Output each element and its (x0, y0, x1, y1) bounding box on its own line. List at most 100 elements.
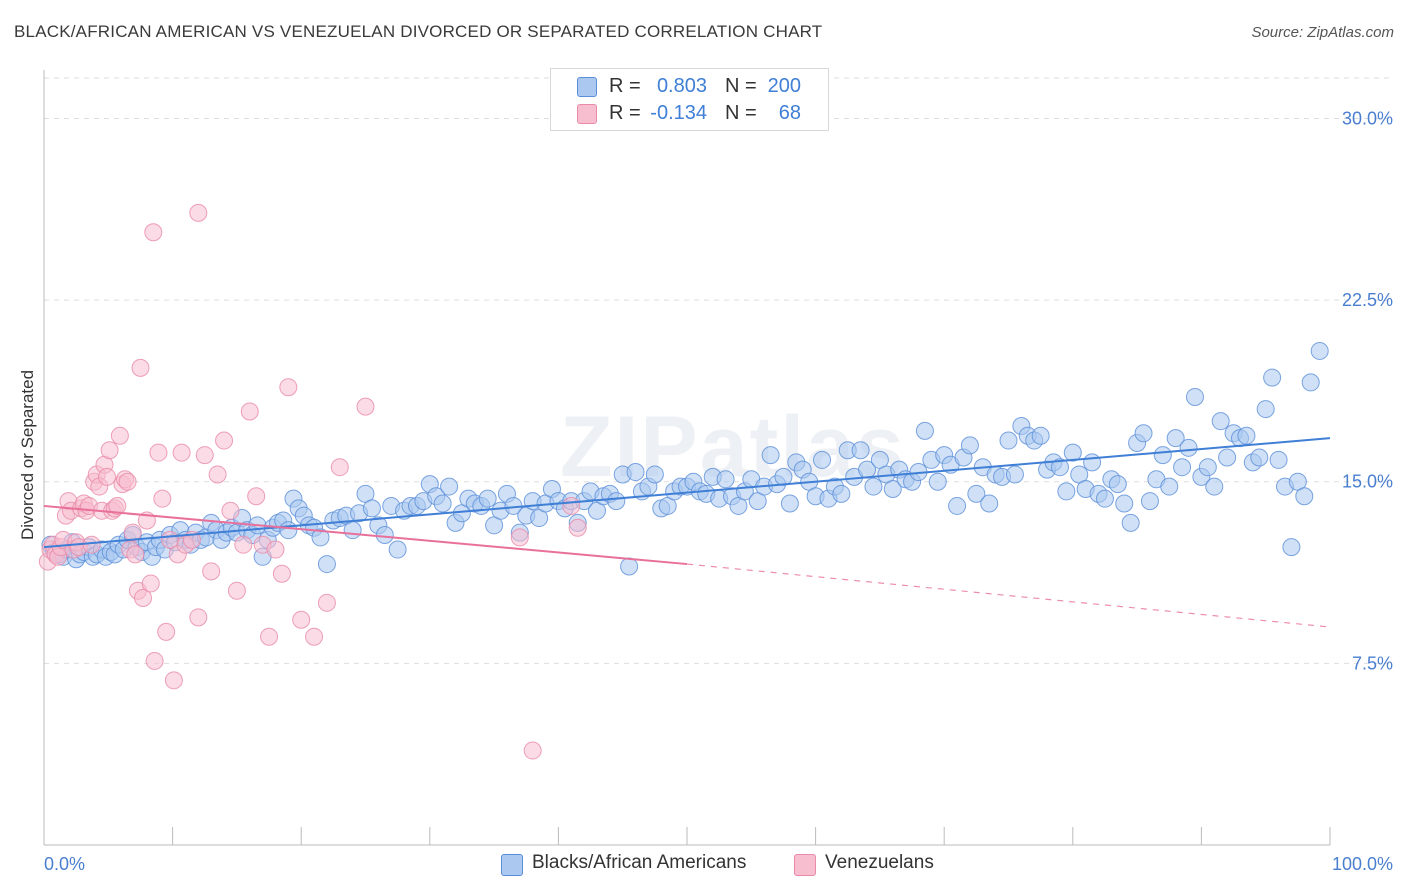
blacks-point (626, 463, 645, 482)
venezuelan-point (260, 627, 279, 646)
r-label: R = (609, 102, 641, 124)
y-tick-label: 15.0% (1342, 472, 1393, 492)
venezuelan-point (189, 203, 208, 222)
blacks-point (1160, 477, 1179, 496)
blacks-point (1185, 387, 1204, 406)
blacks-point (1063, 443, 1082, 462)
r-value: 0.803 (656, 75, 707, 97)
venezuelan-point (131, 358, 150, 377)
blacks-point (1173, 458, 1192, 477)
blacks-point (1211, 412, 1230, 431)
blacks-point (1179, 438, 1198, 457)
venezuelan-point (157, 622, 176, 641)
venezuelan-point (215, 431, 234, 450)
blacks-point (1140, 492, 1159, 511)
venezuelans-legend-swatch (794, 854, 816, 876)
blacks-point (915, 421, 934, 440)
venezuelan-point (266, 540, 285, 559)
venezuelan-point (126, 545, 145, 564)
r-value: -0.134 (650, 102, 707, 124)
blacks-legend-swatch (501, 854, 523, 876)
legend-row-blacks: R = 0.803 N = 200 (551, 73, 828, 99)
blacks-point (1250, 448, 1269, 467)
venezuelans-legend-label: Venezuelans (825, 852, 934, 873)
blue-swatch (577, 77, 597, 97)
blacks-point (1108, 475, 1127, 494)
blacks-point (1205, 477, 1224, 496)
y-axis-label: Divorced or Separated (18, 369, 37, 541)
venezuelan-point (317, 593, 336, 612)
blacks-point (311, 528, 330, 547)
venezuelan-point (234, 535, 253, 554)
y-tick-label: 30.0% (1342, 108, 1393, 128)
venezuelan-point (172, 443, 191, 462)
blacks-point (1301, 373, 1320, 392)
venezuelan-point (118, 472, 137, 491)
source-credit: Source: ZipAtlas.com (1251, 24, 1394, 41)
venezuelan-point (141, 574, 160, 593)
blacks-point (1134, 424, 1153, 443)
series-legend: Blacks/African Americans Venezuelans (0, 852, 1406, 878)
blacks-point (388, 540, 407, 559)
blacks-point (478, 489, 497, 508)
blacks-point (980, 494, 999, 513)
n-value: 200 (767, 75, 801, 97)
n-label: N = (725, 102, 757, 124)
blacks-point (620, 557, 639, 576)
correlation-legend: R = 0.803 N = 200 R = -0.134 N = 68 (550, 68, 829, 131)
blacks-point (1310, 341, 1329, 360)
blacks-trend-line (43, 437, 1331, 549)
n-value: 68 (778, 102, 801, 124)
blacks-point (317, 555, 336, 574)
r-label: R = (609, 75, 641, 97)
blacks-point (813, 450, 832, 469)
blacks-point (1057, 482, 1076, 501)
blacks-point (1198, 458, 1217, 477)
y-tick-label: 7.5% (1352, 653, 1393, 673)
blacks-point (1295, 487, 1314, 506)
blacks-point (967, 484, 986, 503)
blacks-point (343, 521, 362, 540)
venezuelan-point (208, 465, 227, 484)
blacks-point (1095, 489, 1114, 508)
venezuelan-point (98, 467, 117, 486)
chart-title: BLACK/AFRICAN AMERICAN VS VENEZUELAN DIV… (14, 22, 823, 41)
venezuelan-point (305, 627, 324, 646)
blacks-point (883, 479, 902, 498)
blacks-point (999, 431, 1018, 450)
blacks-point (851, 441, 870, 460)
blacks-point (1005, 465, 1024, 484)
venezuelan-point (221, 501, 240, 520)
blacks-point (1237, 426, 1256, 445)
venezuelan-point (272, 564, 291, 583)
venezuelan-point (195, 446, 214, 465)
venezuelan-point (108, 496, 127, 515)
blacks-point (1121, 513, 1140, 532)
blacks-point (1263, 368, 1282, 387)
venezuelan-point (100, 441, 119, 460)
y-tick-label: 22.5% (1342, 290, 1393, 310)
venezuelan-point (189, 608, 208, 627)
venezuelan-point (110, 426, 129, 445)
blacks-point (375, 526, 394, 544)
blacks-point (607, 492, 626, 511)
blacks-point (1050, 458, 1069, 477)
x-tick-label: 0.0% (44, 854, 85, 874)
blacks-point (1031, 426, 1050, 445)
venezuelan-trend-extension (686, 563, 1331, 628)
blacks-point (440, 477, 459, 496)
venezuelan-trend-line (43, 504, 688, 566)
venezuelan-point (330, 458, 349, 477)
blacks-point (1218, 448, 1237, 467)
venezuelan-point (568, 518, 587, 537)
blacks-point (362, 499, 381, 518)
venezuelan-point (247, 487, 266, 506)
venezuelan-point (292, 610, 311, 629)
blacks-point (1269, 450, 1288, 469)
blacks-point (761, 446, 780, 465)
blacks-point (645, 465, 664, 484)
venezuelan-point (279, 378, 298, 397)
venezuelan-point (562, 496, 581, 515)
venezuelan-point (356, 397, 375, 416)
